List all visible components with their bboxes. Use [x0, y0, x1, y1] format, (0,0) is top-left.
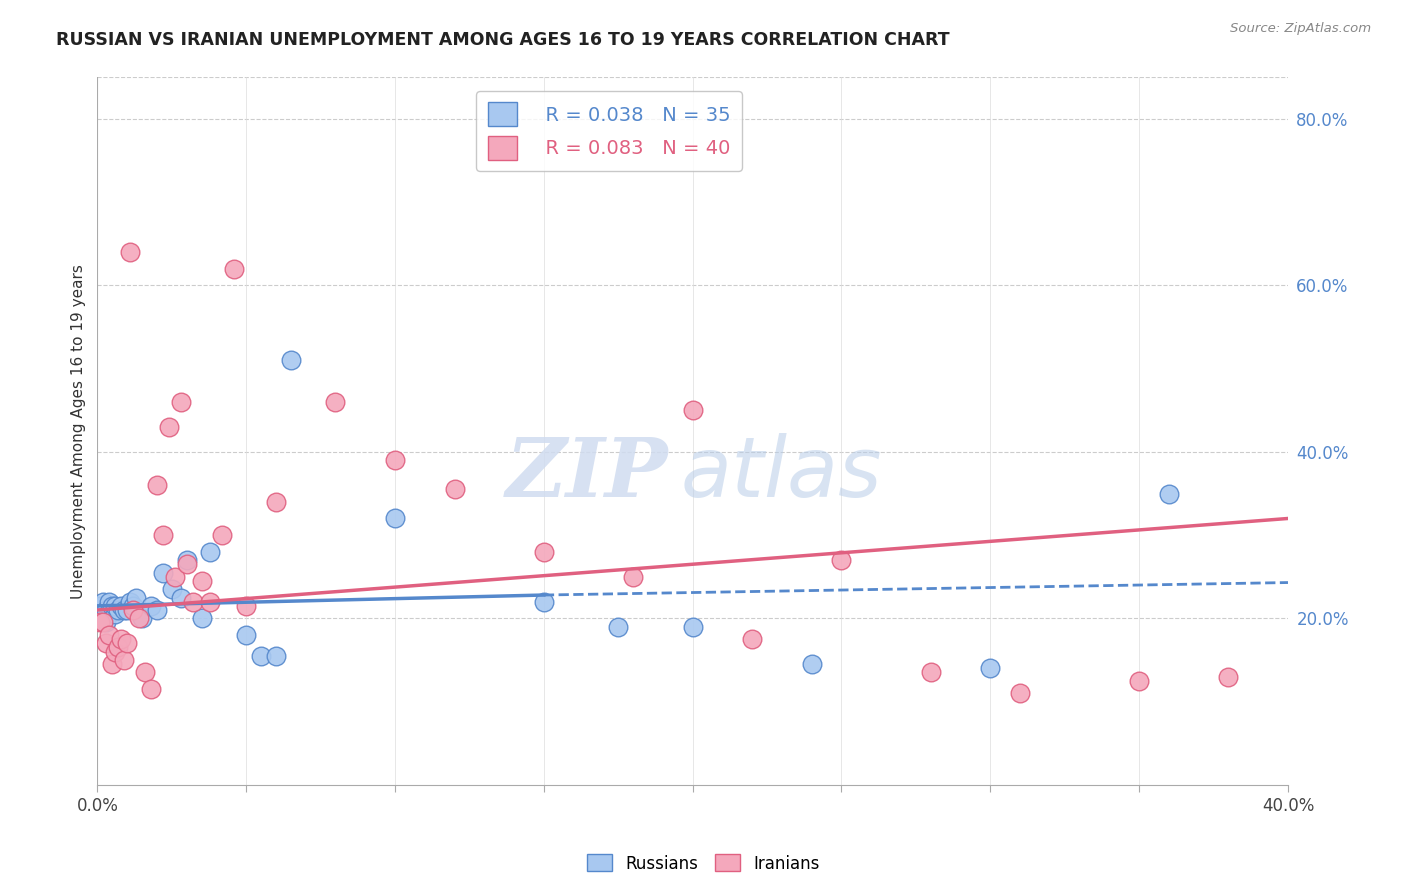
Point	[146, 603, 169, 617]
Point	[110, 599, 132, 613]
Point	[607, 620, 630, 634]
Point	[115, 636, 138, 650]
Point	[96, 615, 118, 630]
Point	[160, 582, 183, 597]
Point	[235, 628, 257, 642]
Point	[176, 553, 198, 567]
Point	[384, 511, 406, 525]
Text: Source: ZipAtlas.com: Source: ZipAtlas.com	[1230, 22, 1371, 36]
Point	[264, 648, 287, 663]
Point	[264, 495, 287, 509]
Point	[134, 665, 156, 680]
Point	[107, 603, 129, 617]
Point	[200, 595, 222, 609]
Point	[112, 653, 135, 667]
Point	[533, 595, 555, 609]
Text: atlas: atlas	[681, 433, 883, 514]
Point	[120, 245, 142, 260]
Point	[170, 395, 193, 409]
Point	[131, 611, 153, 625]
Point	[800, 657, 823, 672]
Point	[128, 611, 150, 625]
Point	[146, 478, 169, 492]
Point	[104, 607, 127, 622]
Point	[250, 648, 273, 663]
Point	[200, 545, 222, 559]
Point	[1128, 673, 1150, 688]
Point	[89, 615, 111, 630]
Point	[235, 599, 257, 613]
Point	[190, 574, 212, 588]
Point	[741, 632, 763, 647]
Point	[1010, 686, 1032, 700]
Point	[325, 395, 347, 409]
Point	[979, 661, 1001, 675]
Point	[107, 640, 129, 655]
Point	[101, 599, 124, 613]
Point	[384, 453, 406, 467]
Point	[152, 528, 174, 542]
Point	[122, 599, 145, 613]
Point	[91, 615, 114, 630]
Text: ZIP: ZIP	[506, 434, 669, 514]
Point	[120, 595, 142, 609]
Point	[157, 420, 180, 434]
Point	[98, 628, 121, 642]
Point	[621, 570, 644, 584]
Point	[110, 632, 132, 647]
Point	[170, 591, 193, 605]
Point	[1218, 669, 1240, 683]
Point	[831, 553, 853, 567]
Point	[98, 595, 121, 609]
Point	[101, 657, 124, 672]
Point	[190, 611, 212, 625]
Point	[91, 595, 114, 609]
Point	[112, 603, 135, 617]
Point	[163, 570, 186, 584]
Point	[122, 603, 145, 617]
Text: RUSSIAN VS IRANIAN UNEMPLOYMENT AMONG AGES 16 TO 19 YEARS CORRELATION CHART: RUSSIAN VS IRANIAN UNEMPLOYMENT AMONG AG…	[56, 31, 950, 49]
Point	[280, 353, 302, 368]
Point	[96, 636, 118, 650]
Point	[181, 595, 204, 609]
Point	[139, 599, 162, 613]
Point	[96, 603, 118, 617]
Point	[115, 603, 138, 617]
Point	[139, 681, 162, 696]
Point	[125, 591, 148, 605]
Point	[211, 528, 233, 542]
Point	[1157, 486, 1180, 500]
Point	[152, 566, 174, 580]
Point	[176, 558, 198, 572]
Point	[224, 261, 246, 276]
Point	[104, 645, 127, 659]
Point	[682, 403, 704, 417]
Point	[89, 599, 111, 613]
Point	[920, 665, 942, 680]
Point	[682, 620, 704, 634]
Point	[533, 545, 555, 559]
Legend: Russians, Iranians: Russians, Iranians	[581, 847, 825, 880]
Legend:   R = 0.038   N = 35,   R = 0.083   N = 40: R = 0.038 N = 35, R = 0.083 N = 40	[477, 91, 742, 171]
Point	[443, 483, 465, 497]
Y-axis label: Unemployment Among Ages 16 to 19 years: Unemployment Among Ages 16 to 19 years	[72, 264, 86, 599]
Point	[104, 599, 127, 613]
